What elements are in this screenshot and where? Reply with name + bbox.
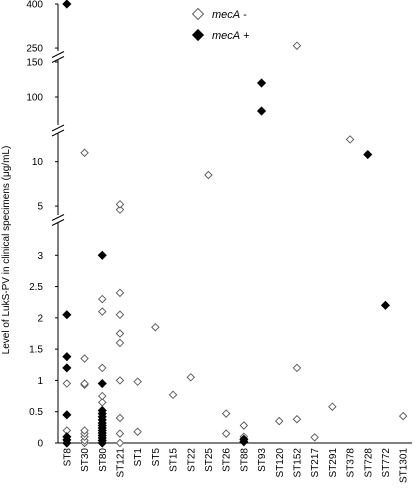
x-tick-label: ST1301 — [399, 448, 410, 483]
mecA-neg-point — [398, 411, 408, 421]
axis-break-mark — [51, 219, 65, 226]
mecA-neg-point — [62, 379, 72, 388]
mecA-neg-point — [115, 413, 125, 423]
mecA-neg-point — [133, 427, 142, 436]
x-tick-label: ST80 — [98, 448, 109, 472]
y-tick-label: 150 — [26, 58, 43, 69]
mecA-neg-point — [345, 135, 355, 144]
mecA-pos-point — [62, 410, 72, 420]
mecA-neg-point — [168, 390, 178, 400]
x-tick-label: ST152 — [292, 448, 303, 478]
mecA-neg-point — [80, 148, 89, 158]
mecA-neg-point — [98, 363, 107, 373]
y-tick-label: 2 — [37, 313, 43, 324]
legend-marker — [191, 7, 205, 21]
x-tick-label: ST8 — [62, 448, 73, 467]
x-tick-label: ST30 — [80, 448, 91, 472]
x-tick-label: ST378 — [346, 448, 357, 478]
mecA-neg-point — [292, 41, 302, 50]
mecA-neg-point — [221, 429, 231, 438]
mecA-pos-point — [62, 432, 72, 442]
mecA-neg-point — [221, 409, 231, 418]
mecA-pos-point — [256, 106, 267, 116]
mecA-neg-point — [133, 377, 142, 386]
mecA-neg-point — [115, 205, 125, 214]
mecA-neg-point — [115, 429, 125, 438]
x-tick-label: ST22 — [186, 448, 197, 472]
y-tick-label: 250 — [26, 44, 43, 55]
x-tick-label: ST93 — [257, 448, 268, 472]
mecA-neg-point — [310, 433, 319, 442]
mecA-pos-point — [363, 149, 373, 160]
mecA-neg-point — [292, 363, 302, 373]
mecA-neg-point — [204, 170, 213, 180]
mecA-pos-point — [62, 310, 72, 320]
y-tick-label: 0 — [37, 439, 43, 450]
mecA-neg-point — [115, 310, 125, 319]
y-tick-label: 10 — [32, 157, 44, 168]
y-axis-label: Level of LukS-PV in clinical specimens (… — [1, 146, 12, 355]
y-tick-label: 1.5 — [29, 345, 43, 356]
mecA-neg-point — [115, 438, 125, 448]
y-tick-label: 400 — [26, 0, 43, 11]
axis-break-mark — [51, 51, 65, 58]
mecA-neg-point — [275, 416, 284, 426]
mecA-pos-point — [380, 300, 391, 310]
mecA-pos-point — [62, 0, 72, 9]
axis-break-mark — [51, 56, 65, 63]
mecA-neg-point — [115, 200, 125, 209]
x-tick-label: ST772 — [381, 448, 392, 478]
mecA-pos-point — [62, 363, 72, 373]
mecA-neg-point — [151, 323, 160, 332]
x-tick-label: ST217 — [310, 448, 321, 478]
x-tick-label: ST25 — [204, 448, 215, 472]
y-tick-label: 1 — [37, 376, 43, 387]
mecA-neg-point — [239, 421, 249, 430]
legend-label: mecA - — [212, 9, 247, 21]
x-tick-label: ST1 — [133, 448, 144, 467]
x-tick-label: ST120 — [275, 448, 286, 478]
mecA-neg-point — [115, 329, 125, 338]
mecA-pos-point — [97, 250, 107, 260]
mecA-pos-point — [97, 405, 107, 416]
x-tick-label: ST5 — [151, 448, 162, 467]
x-tick-label: ST291 — [328, 448, 339, 478]
y-tick-label: 0.5 — [29, 407, 43, 418]
axis-break-mark — [51, 124, 65, 132]
mecA-neg-point — [292, 414, 302, 424]
mecA-neg-point — [98, 294, 107, 304]
mecA-neg-point — [115, 376, 125, 385]
x-tick-label: ST15 — [169, 448, 180, 472]
mecA-neg-point — [98, 307, 107, 316]
x-tick-label: ST88 — [239, 448, 250, 472]
y-tick-label: 5 — [37, 202, 43, 213]
x-tick-label: ST728 — [363, 448, 374, 478]
mecA-neg-point — [115, 338, 125, 348]
legend-label: mecA + — [212, 30, 250, 42]
axis-break-mark — [51, 129, 65, 137]
axis-break-mark — [51, 214, 65, 221]
mecA-neg-point — [115, 288, 125, 298]
x-tick-label: ST121 — [115, 448, 126, 478]
mecA-pos-point — [256, 78, 267, 88]
mecA-pos-point — [97, 378, 107, 389]
mecA-neg-point — [186, 373, 195, 382]
mecA-neg-point — [80, 354, 89, 363]
mecA-neg-point — [80, 426, 89, 435]
mecA-pos-point — [62, 352, 72, 362]
y-tick-label: 2.5 — [29, 282, 43, 293]
x-tick-label: ST26 — [222, 448, 233, 472]
mecA-pos-point — [239, 434, 249, 444]
legend-marker — [191, 28, 205, 42]
y-tick-label: 100 — [26, 93, 43, 104]
mecA-neg-point — [80, 379, 89, 388]
mecA-neg-point — [328, 402, 337, 411]
y-tick-label: 3 — [37, 251, 43, 262]
mecA-neg-point — [98, 391, 107, 401]
